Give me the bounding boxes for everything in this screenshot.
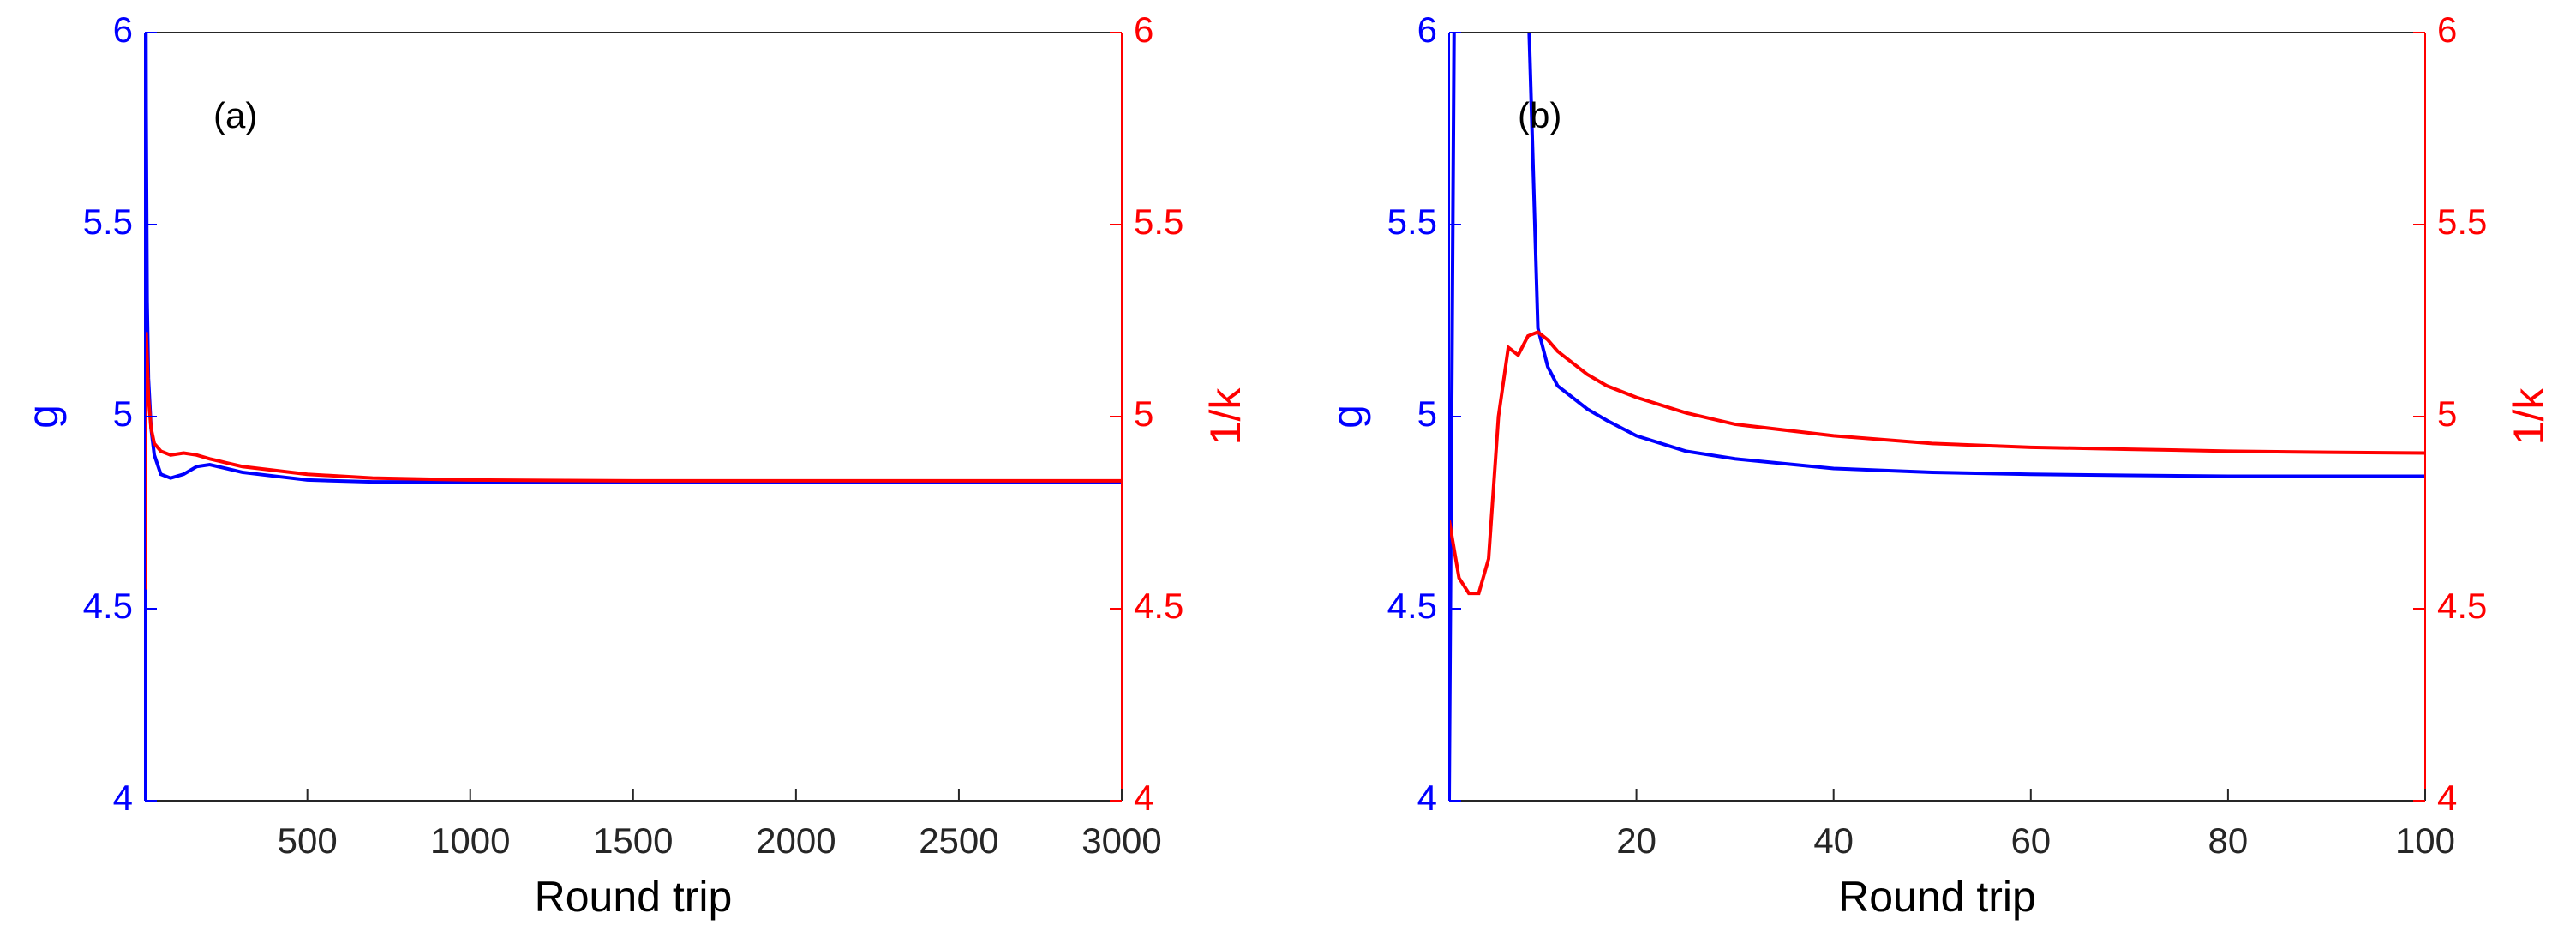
x-tick-label: 80 bbox=[2208, 820, 2249, 861]
x-tick-label: 2500 bbox=[919, 820, 998, 861]
y-tick-label: 4 bbox=[1417, 778, 1437, 818]
y2-tick-label: 4.5 bbox=[1134, 586, 1183, 626]
data-line bbox=[1449, 330, 2425, 596]
y2-tick-label: 5 bbox=[1134, 393, 1153, 434]
panel-label: (a) bbox=[213, 95, 257, 135]
x-tick-label: 100 bbox=[2395, 820, 2455, 861]
y-tick-label: 5.5 bbox=[83, 201, 133, 242]
data-line bbox=[145, 33, 1122, 801]
y-tick-label: 5 bbox=[113, 393, 133, 434]
y2-tick-label: 5 bbox=[2437, 393, 2457, 434]
y-tick-label: 4.5 bbox=[1387, 586, 1437, 626]
y-tick-label: 5.5 bbox=[1387, 201, 1437, 242]
y-tick-label: 4.5 bbox=[83, 586, 133, 626]
x-tick-label: 1500 bbox=[593, 820, 673, 861]
y2-tick-label: 4 bbox=[1134, 778, 1153, 818]
y2-tick-label: 5.5 bbox=[1134, 201, 1183, 242]
y-axis-label: g bbox=[1323, 405, 1371, 429]
y2-axis-label: 1/k bbox=[1201, 387, 1249, 446]
x-tick-label: 500 bbox=[278, 820, 338, 861]
panel-label: (b) bbox=[1518, 95, 1561, 135]
x-tick-label: 2000 bbox=[756, 820, 836, 861]
x-axis-label: Round trip bbox=[535, 873, 733, 921]
y2-axis-label: 1/k bbox=[2505, 387, 2553, 446]
x-tick-label: 20 bbox=[1616, 820, 1656, 861]
y2-tick-label: 6 bbox=[2437, 9, 2457, 50]
y-tick-label: 4 bbox=[113, 778, 133, 818]
data-line bbox=[145, 332, 1122, 590]
y-tick-label: 6 bbox=[113, 9, 133, 50]
x-tick-label: 1000 bbox=[430, 820, 510, 861]
x-tick-label: 3000 bbox=[1081, 820, 1161, 861]
y-tick-label: 6 bbox=[1417, 9, 1437, 50]
y-axis-label: g bbox=[19, 405, 67, 429]
y2-tick-label: 4 bbox=[2437, 778, 2457, 818]
y2-tick-label: 4.5 bbox=[2437, 586, 2487, 626]
y2-tick-label: 6 bbox=[1134, 9, 1153, 50]
x-tick-label: 40 bbox=[1813, 820, 1854, 861]
y2-tick-label: 5.5 bbox=[2437, 201, 2487, 242]
data-line bbox=[1449, 33, 2425, 801]
x-axis-label: Round trip bbox=[1838, 873, 2036, 921]
x-tick-label: 60 bbox=[2010, 820, 2051, 861]
y-tick-label: 5 bbox=[1417, 393, 1437, 434]
